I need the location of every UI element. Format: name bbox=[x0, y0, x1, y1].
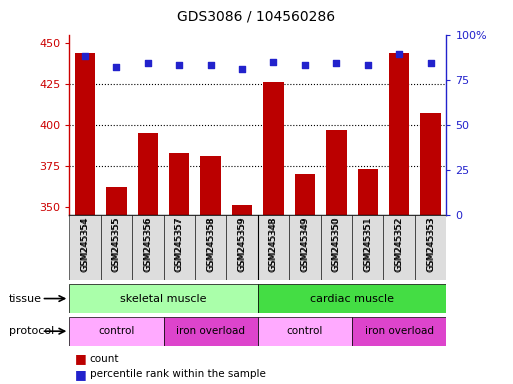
Text: GSM245358: GSM245358 bbox=[206, 217, 215, 272]
Text: GSM245350: GSM245350 bbox=[332, 217, 341, 272]
Point bbox=[81, 53, 89, 59]
Point bbox=[395, 51, 403, 58]
Text: iron overload: iron overload bbox=[365, 326, 433, 336]
FancyBboxPatch shape bbox=[164, 317, 258, 346]
Bar bbox=[263, 82, 284, 215]
FancyBboxPatch shape bbox=[352, 215, 383, 280]
Bar bbox=[75, 53, 95, 215]
FancyBboxPatch shape bbox=[164, 215, 195, 280]
Point bbox=[301, 62, 309, 68]
Text: GSM245349: GSM245349 bbox=[301, 217, 309, 271]
Bar bbox=[137, 133, 158, 215]
Bar bbox=[106, 187, 127, 215]
Bar bbox=[326, 130, 347, 215]
Text: cardiac muscle: cardiac muscle bbox=[310, 293, 394, 304]
Text: GSM245358: GSM245358 bbox=[206, 216, 215, 271]
Text: GSM245348: GSM245348 bbox=[269, 216, 278, 271]
Point bbox=[269, 59, 278, 65]
FancyBboxPatch shape bbox=[132, 215, 164, 280]
Text: iron overload: iron overload bbox=[176, 326, 245, 336]
Bar bbox=[232, 205, 252, 215]
Bar bbox=[389, 53, 409, 215]
Text: GSM245353: GSM245353 bbox=[426, 217, 435, 272]
Point bbox=[144, 60, 152, 66]
Text: percentile rank within the sample: percentile rank within the sample bbox=[90, 369, 266, 379]
Text: GSM245352: GSM245352 bbox=[394, 216, 404, 271]
FancyBboxPatch shape bbox=[352, 317, 446, 346]
Text: ■: ■ bbox=[74, 368, 86, 381]
Bar bbox=[358, 169, 378, 215]
Text: count: count bbox=[90, 354, 120, 364]
Text: GSM245353: GSM245353 bbox=[426, 216, 435, 271]
Text: skeletal muscle: skeletal muscle bbox=[120, 293, 207, 304]
Bar bbox=[294, 174, 315, 215]
Text: control: control bbox=[98, 326, 134, 336]
Point bbox=[426, 60, 435, 66]
FancyBboxPatch shape bbox=[415, 215, 446, 280]
Point bbox=[332, 60, 341, 66]
Text: GSM245352: GSM245352 bbox=[394, 217, 404, 271]
FancyBboxPatch shape bbox=[289, 215, 321, 280]
FancyBboxPatch shape bbox=[258, 317, 352, 346]
Text: ■: ■ bbox=[74, 353, 86, 366]
FancyBboxPatch shape bbox=[195, 215, 226, 280]
Point bbox=[364, 62, 372, 68]
FancyBboxPatch shape bbox=[258, 284, 446, 313]
FancyBboxPatch shape bbox=[383, 215, 415, 280]
FancyBboxPatch shape bbox=[101, 215, 132, 280]
Text: GSM245348: GSM245348 bbox=[269, 217, 278, 271]
Text: GDS3086 / 104560286: GDS3086 / 104560286 bbox=[177, 10, 336, 23]
Text: GSM245359: GSM245359 bbox=[238, 217, 247, 272]
Text: protocol: protocol bbox=[9, 326, 54, 336]
FancyBboxPatch shape bbox=[258, 215, 289, 280]
Bar bbox=[201, 156, 221, 215]
FancyBboxPatch shape bbox=[321, 215, 352, 280]
Text: GSM245351: GSM245351 bbox=[363, 217, 372, 272]
FancyBboxPatch shape bbox=[69, 317, 164, 346]
FancyBboxPatch shape bbox=[69, 215, 101, 280]
Text: GSM245355: GSM245355 bbox=[112, 216, 121, 271]
Text: GSM245356: GSM245356 bbox=[143, 217, 152, 272]
Text: GSM245354: GSM245354 bbox=[81, 216, 89, 271]
Point bbox=[112, 64, 121, 70]
Bar bbox=[420, 113, 441, 215]
Text: GSM245349: GSM245349 bbox=[301, 216, 309, 271]
Text: GSM245355: GSM245355 bbox=[112, 217, 121, 272]
Point bbox=[175, 62, 183, 68]
Point bbox=[207, 62, 215, 68]
Text: GSM245351: GSM245351 bbox=[363, 216, 372, 271]
Text: GSM245350: GSM245350 bbox=[332, 216, 341, 271]
Text: GSM245357: GSM245357 bbox=[175, 217, 184, 272]
Bar bbox=[169, 153, 189, 215]
Text: GSM245357: GSM245357 bbox=[175, 216, 184, 271]
FancyBboxPatch shape bbox=[69, 284, 258, 313]
Text: control: control bbox=[287, 326, 323, 336]
Point bbox=[238, 66, 246, 72]
Text: GSM245354: GSM245354 bbox=[81, 217, 89, 271]
Text: GSM245356: GSM245356 bbox=[143, 216, 152, 271]
FancyBboxPatch shape bbox=[226, 215, 258, 280]
Text: GSM245359: GSM245359 bbox=[238, 216, 247, 271]
Text: tissue: tissue bbox=[9, 293, 42, 304]
